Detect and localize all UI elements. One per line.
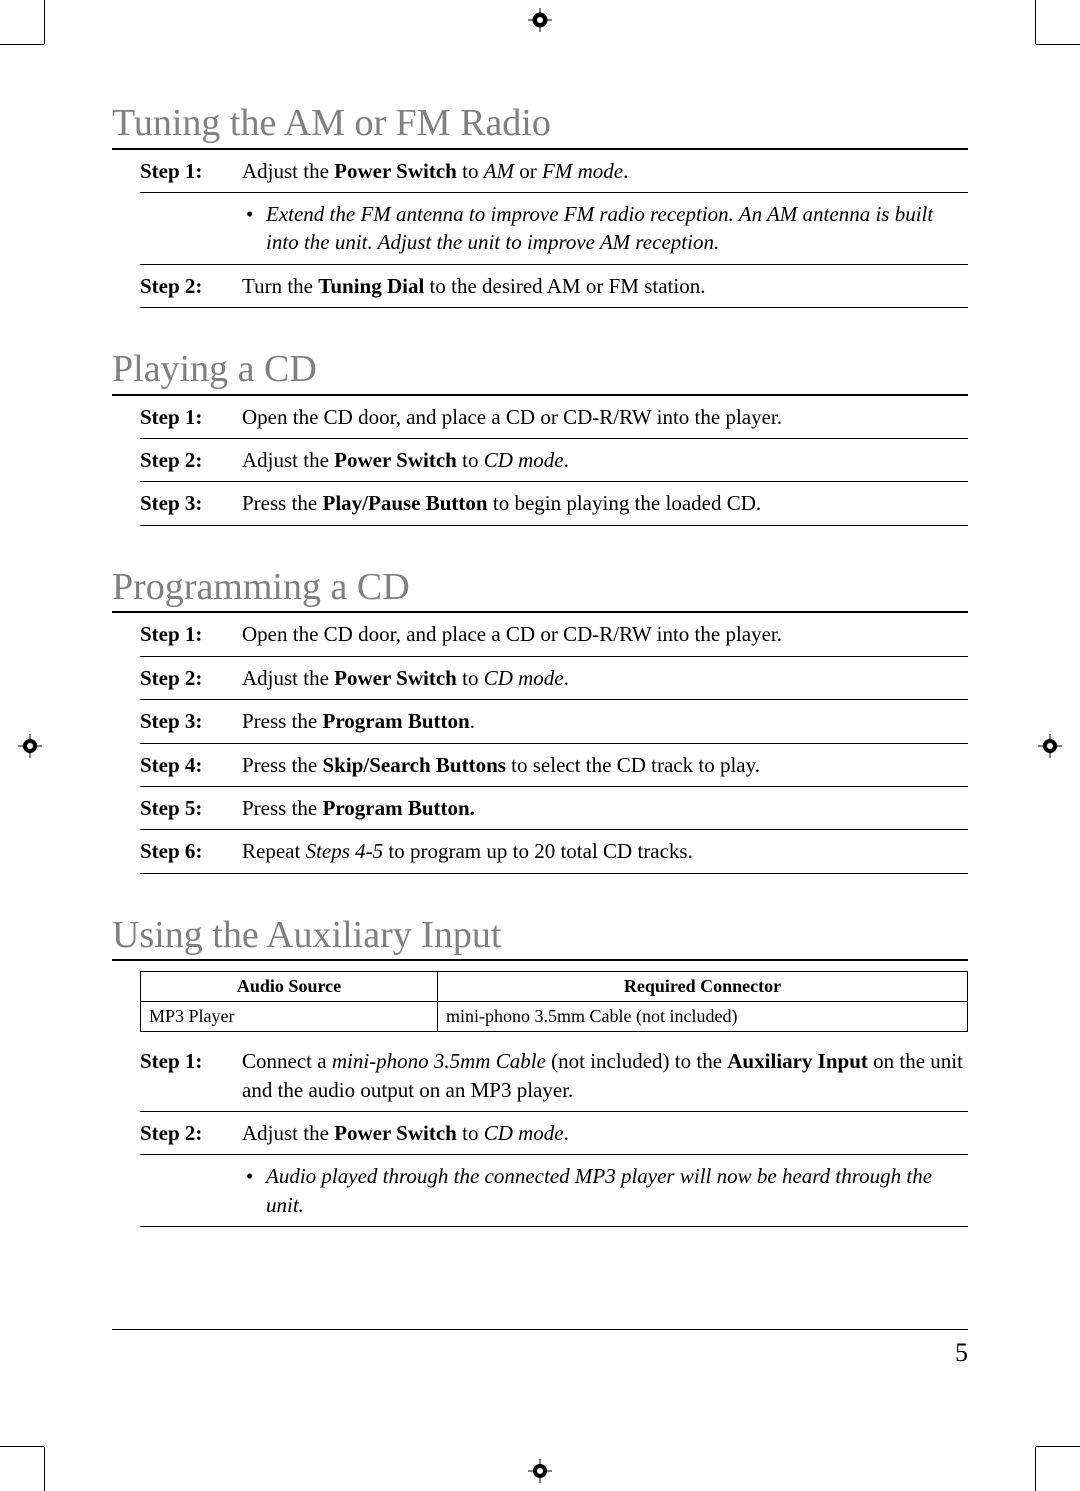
step-body: Press the Program Button. bbox=[242, 707, 968, 735]
section: Programming a CDStep 1:Open the CD door,… bbox=[112, 566, 968, 874]
step-label: Step 2: bbox=[140, 272, 242, 300]
registration-mark-right bbox=[1038, 734, 1062, 758]
step-row: Step 1:Open the CD door, and place a CD … bbox=[140, 613, 968, 656]
aux-input-table: Audio SourceRequired ConnectorMP3 Player… bbox=[140, 971, 968, 1032]
step-body: Press the Program Button. bbox=[242, 794, 968, 822]
step-body: Turn the Tuning Dial to the desired AM o… bbox=[242, 272, 968, 300]
table-header: Audio Source bbox=[141, 972, 438, 1002]
step-row: Step 6:Repeat Steps 4-5 to program up to… bbox=[140, 830, 968, 873]
steps-list: Step 1:Connect a mini-phono 3.5mm Cable … bbox=[140, 1040, 968, 1227]
step-body: Connect a mini-phono 3.5mm Cable (not in… bbox=[242, 1047, 968, 1104]
note-row: Audio played through the connected MP3 p… bbox=[140, 1155, 968, 1227]
step-row: Step 2:Adjust the Power Switch to CD mod… bbox=[140, 1112, 968, 1155]
step-body: Open the CD door, and place a CD or CD-R… bbox=[242, 403, 968, 431]
note-body: Audio played through the connected MP3 p… bbox=[242, 1162, 968, 1219]
step-label: Step 1: bbox=[140, 157, 242, 185]
step-row: Step 3:Press the Play/Pause Button to be… bbox=[140, 482, 968, 525]
table-cell: mini-phono 3.5mm Cable (not included) bbox=[438, 1002, 968, 1032]
step-body: Press the Skip/Search Buttons to select … bbox=[242, 751, 968, 779]
step-body: Adjust the Power Switch to AM or FM mode… bbox=[242, 157, 968, 185]
step-row: Step 1:Adjust the Power Switch to AM or … bbox=[140, 150, 968, 193]
section-title: Playing a CD bbox=[112, 348, 968, 396]
table-header: Required Connector bbox=[438, 972, 968, 1002]
registration-mark-bottom bbox=[528, 1459, 552, 1483]
section: Playing a CDStep 1:Open the CD door, and… bbox=[112, 348, 968, 526]
step-label: Step 1: bbox=[140, 1047, 242, 1104]
section: Tuning the AM or FM RadioStep 1:Adjust t… bbox=[112, 102, 968, 308]
section-title: Using the Auxiliary Input bbox=[112, 914, 968, 962]
step-body: Press the Play/Pause Button to begin pla… bbox=[242, 489, 968, 517]
step-body: Adjust the Power Switch to CD mode. bbox=[242, 664, 968, 692]
section: Using the Auxiliary Input Audio SourceReq… bbox=[112, 914, 968, 1227]
step-label: Step 2: bbox=[140, 446, 242, 474]
step-body: Adjust the Power Switch to CD mode. bbox=[242, 1119, 968, 1147]
step-label: Step 5: bbox=[140, 794, 242, 822]
step-label: Step 6: bbox=[140, 837, 242, 865]
step-row: Step 2:Turn the Tuning Dial to the desir… bbox=[140, 265, 968, 308]
section-title: Programming a CD bbox=[112, 566, 968, 614]
section-title: Tuning the AM or FM Radio bbox=[112, 102, 968, 150]
step-label: Step 1: bbox=[140, 620, 242, 648]
note-spacer bbox=[140, 200, 242, 257]
note-body: Extend the FM antenna to improve FM radi… bbox=[242, 200, 968, 257]
step-label: Step 2: bbox=[140, 664, 242, 692]
registration-mark-left bbox=[18, 734, 42, 758]
note-row: Extend the FM antenna to improve FM radi… bbox=[140, 193, 968, 265]
step-body: Repeat Steps 4-5 to program up to 20 tot… bbox=[242, 837, 968, 865]
step-label: Step 3: bbox=[140, 707, 242, 735]
step-row: Step 1:Connect a mini-phono 3.5mm Cable … bbox=[140, 1040, 968, 1112]
step-row: Step 4:Press the Skip/Search Buttons to … bbox=[140, 744, 968, 787]
steps-list: Step 1:Adjust the Power Switch to AM or … bbox=[140, 150, 968, 308]
step-body: Adjust the Power Switch to CD mode. bbox=[242, 446, 968, 474]
step-label: Step 3: bbox=[140, 489, 242, 517]
step-row: Step 2:Adjust the Power Switch to CD mod… bbox=[140, 657, 968, 700]
page-number: 5 bbox=[955, 1338, 968, 1368]
step-label: Step 1: bbox=[140, 403, 242, 431]
step-label: Step 4: bbox=[140, 751, 242, 779]
steps-list: Step 1:Open the CD door, and place a CD … bbox=[140, 396, 968, 526]
note-spacer bbox=[140, 1162, 242, 1219]
footer-rule bbox=[112, 1329, 968, 1330]
table-cell: MP3 Player bbox=[141, 1002, 438, 1032]
step-row: Step 1:Open the CD door, and place a CD … bbox=[140, 396, 968, 439]
step-row: Step 2:Adjust the Power Switch to CD mod… bbox=[140, 439, 968, 482]
step-row: Step 3:Press the Program Button. bbox=[140, 700, 968, 743]
step-row: Step 5:Press the Program Button. bbox=[140, 787, 968, 830]
step-label: Step 2: bbox=[140, 1119, 242, 1147]
step-body: Open the CD door, and place a CD or CD-R… bbox=[242, 620, 968, 648]
steps-list: Step 1:Open the CD door, and place a CD … bbox=[140, 613, 968, 873]
page-content: Tuning the AM or FM RadioStep 1:Adjust t… bbox=[112, 94, 968, 1378]
registration-mark-top bbox=[528, 8, 552, 32]
